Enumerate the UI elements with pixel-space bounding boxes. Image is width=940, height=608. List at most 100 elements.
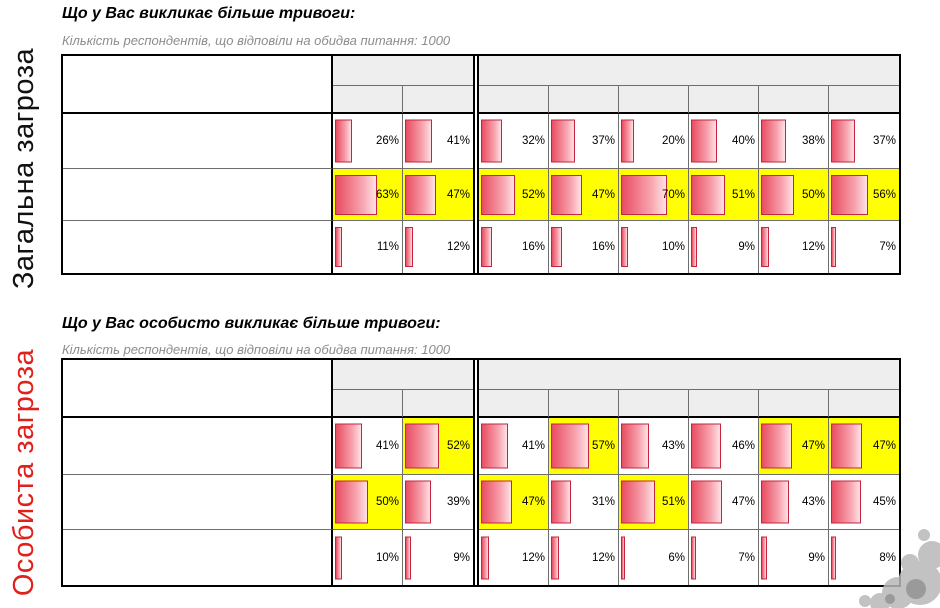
value-label: 39%: [446, 496, 470, 508]
group-gap: [473, 56, 479, 273]
data-cell: 46%: [689, 418, 759, 475]
value-label: 47%: [872, 440, 896, 452]
data-cell: 9%: [403, 530, 473, 585]
value-bar: [761, 423, 793, 469]
value-label: 45%: [872, 496, 896, 508]
value-bar: [405, 227, 413, 267]
value-label: 12%: [801, 241, 825, 253]
value-bar: [691, 227, 697, 267]
value-bar: [405, 119, 433, 163]
data-cell: 10%: [619, 221, 689, 273]
value-label: 51%: [731, 188, 755, 201]
value-label: 41%: [446, 135, 470, 147]
value-label: 8%: [879, 551, 896, 564]
value-label: 12%: [591, 551, 615, 564]
value-label: 6%: [668, 551, 685, 564]
value-bar: [831, 536, 837, 579]
side-label-general-threat: Загальна загроза: [0, 47, 50, 288]
data-cell: 52%: [479, 169, 549, 221]
value-label: 47%: [521, 496, 545, 508]
group-header-region: [479, 56, 899, 86]
data-cell: 8%: [829, 530, 899, 585]
table1-title: Що у Вас викликає більше тривоги:: [62, 5, 356, 22]
data-cell: 32%: [479, 114, 549, 169]
value-label: 47%: [731, 496, 755, 508]
value-bar: [761, 174, 794, 215]
side-label-personal-threat-text: Особиста загроза: [8, 348, 41, 596]
row-label: [63, 530, 333, 585]
data-cell: 16%: [479, 221, 549, 273]
data-cell: 47%: [549, 169, 619, 221]
decorative-splash-graphic: [859, 529, 940, 608]
value-bar: [831, 423, 863, 469]
group-header-gender: [333, 56, 473, 86]
data-cell: 11%: [333, 221, 403, 273]
column-header: [619, 390, 689, 418]
data-cell: 41%: [403, 114, 473, 169]
column-header: [333, 86, 403, 114]
header-corner: [63, 56, 333, 114]
data-cell: 12%: [759, 221, 829, 273]
value-label: 52%: [521, 188, 545, 201]
column-header: [479, 390, 549, 418]
data-cell: 7%: [689, 530, 759, 585]
column-header: [403, 86, 473, 114]
value-bar: [831, 480, 861, 524]
group-header-region: [479, 360, 899, 390]
value-bar: [481, 174, 516, 215]
value-bar: [761, 119, 787, 163]
data-cell: 37%: [549, 114, 619, 169]
value-bar: [481, 480, 513, 524]
value-label: 9%: [738, 241, 755, 253]
data-cell: 20%: [619, 114, 689, 169]
side-label-personal-threat: Особиста загроза: [0, 348, 50, 595]
data-cell: 31%: [549, 475, 619, 530]
value-label: 12%: [521, 551, 545, 564]
data-cell: 51%: [619, 475, 689, 530]
value-label: 10%: [661, 241, 685, 253]
data-cell: 63%: [333, 169, 403, 221]
value-bar: [551, 423, 589, 469]
value-bar: [761, 480, 790, 524]
value-bar: [691, 480, 723, 524]
value-label: 41%: [375, 440, 399, 452]
header-corner: [63, 360, 333, 418]
value-bar: [621, 423, 650, 469]
value-bar: [335, 227, 343, 267]
value-label: 43%: [661, 440, 685, 452]
value-label: 16%: [521, 241, 545, 253]
value-bar: [335, 119, 353, 163]
value-bar: [405, 423, 440, 469]
value-label: 50%: [801, 188, 825, 201]
value-label: 20%: [661, 135, 685, 147]
data-cell: 47%: [403, 169, 473, 221]
data-cell: 47%: [689, 475, 759, 530]
column-header: [479, 86, 549, 114]
value-bar: [335, 536, 342, 579]
table-grid: 26% 41% 32% 37% 20% 40% 38% 37% 63% 47% 52% 47% 70% 5…: [63, 56, 899, 273]
data-cell: 38%: [759, 114, 829, 169]
group-header-gender: [333, 360, 473, 390]
value-bar: [405, 174, 437, 215]
value-label: 47%: [446, 188, 470, 201]
value-bar: [761, 536, 767, 579]
data-cell: 70%: [619, 169, 689, 221]
data-cell: 9%: [689, 221, 759, 273]
side-label-general-threat-text: Загальна загроза: [8, 47, 41, 289]
value-label: 37%: [591, 135, 615, 147]
value-bar: [481, 536, 489, 579]
data-cell: 12%: [403, 221, 473, 273]
table-grid: 41% 52% 41% 57% 43% 46% 47% 47% 50% 39% 47% 31% 51% 4…: [63, 360, 899, 585]
value-bar: [551, 227, 562, 267]
value-bar: [551, 174, 583, 215]
value-bar: [621, 536, 625, 579]
data-cell: 26%: [333, 114, 403, 169]
data-cell: 16%: [549, 221, 619, 273]
value-bar: [831, 174, 868, 215]
value-bar: [621, 174, 668, 215]
table2-title: Що у Вас особисто викликає більше тривог…: [62, 315, 441, 332]
data-cell: 9%: [759, 530, 829, 585]
value-bar: [761, 227, 769, 267]
group-gap: [473, 360, 479, 585]
value-label: 51%: [661, 496, 685, 508]
